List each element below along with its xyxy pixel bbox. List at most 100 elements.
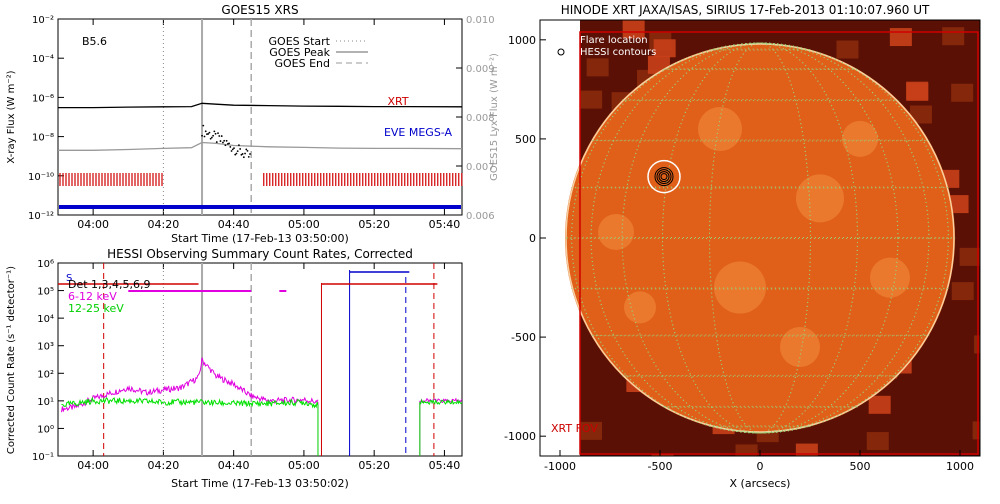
goes-data-point (207, 133, 210, 135)
xrt-image-tile (974, 335, 980, 354)
xrt-title: HINODE XRT JAXA/ISAS, SIRIUS 17-Feb-2013… (561, 3, 930, 17)
goes-y-tick-label: 10⁻⁴ (32, 54, 54, 65)
goes-data-point (222, 141, 224, 144)
xrt-y-tick-label: -500 (511, 331, 536, 344)
latitude-line (590, 334, 930, 337)
goes-data-point (236, 150, 239, 153)
goes-data-point (238, 144, 240, 147)
longitude-line (709, 42, 811, 434)
legend-flare-location: Flare location (580, 35, 648, 46)
latitude-line (709, 425, 811, 428)
hessi-x-tick-label: 04:40 (218, 459, 250, 472)
goes-y-tick-label: 10⁻² (32, 15, 54, 26)
solar-bright-region (842, 120, 878, 157)
goes-y-tick-label: 10⁻¹² (28, 211, 54, 222)
xrt-y-tick-label: 0 (529, 232, 536, 245)
longitude-line (571, 42, 949, 434)
goes-data-point (241, 153, 244, 155)
goes-data-point (217, 132, 219, 135)
goes-data-point (219, 140, 222, 142)
xrt-image-tile (959, 247, 980, 266)
goes-data-point (231, 148, 234, 151)
goes-data-point (214, 132, 217, 135)
goes-data-point (223, 139, 226, 142)
xrt-image-tile (795, 443, 818, 456)
goes-data-point (239, 148, 242, 150)
xrt-image-tile (735, 444, 758, 456)
goes-y-label: X-ray Flux (W m⁻²) (6, 70, 17, 163)
goes-data-point (224, 144, 227, 147)
xrt-x-tick-label: 0 (757, 460, 764, 473)
xrt-image-tile (906, 82, 929, 101)
solar-bright-region (796, 174, 844, 223)
goes-data-point (225, 139, 228, 142)
xrt-image-tile (580, 421, 602, 440)
goes-y-right-label: GOES15 Lyx Flux (W m⁻²) (489, 53, 500, 181)
hessi-s-label: S (66, 273, 72, 284)
goes-y-right-tick-label: 0.006 (466, 211, 495, 222)
xrt-x-tick-label: -500 (648, 460, 673, 473)
hessi-plot-area: 04:00 04:20 04:40 05:00 05:20 05:40 10⁶ 10⁵ 10⁴ 1… (32, 259, 463, 472)
latitude-line (590, 139, 930, 142)
hessi-y-tick-label: 10³ (37, 342, 54, 353)
goes-y-right-tick-label: 0.007 (466, 162, 495, 173)
xrt-y-tick-label: 1000 (508, 34, 536, 47)
xrt-panel: HINODE XRT JAXA/ISAS, SIRIUS 17-Feb-2013… (539, 3, 981, 490)
hessi-x-tick-label: 05:40 (429, 459, 461, 472)
hessi-y-tick-label: 10⁵ (37, 287, 54, 298)
hessi-series-line (419, 398, 463, 406)
xrt-image-tile (889, 28, 912, 47)
goes-data-point (218, 135, 221, 137)
hessi-series-line (61, 357, 319, 413)
goes-x-tick-label: 04:40 (218, 218, 250, 231)
legend-6-12-kev: 6-12 keV (68, 290, 117, 303)
hessi-plot-frame (57, 262, 463, 457)
goes-y-right-tick-label: 0.009 (466, 64, 495, 75)
xrt-y-tick-label: -1000 (504, 430, 536, 443)
flare-location-circle (647, 159, 681, 194)
latitude-line (571, 287, 949, 290)
goes-y-right-tick-label: 0.008 (466, 113, 495, 124)
goes-data-point (245, 148, 248, 151)
goes-series-line (58, 141, 463, 151)
xrt-image-tile (651, 453, 674, 456)
hessi-title: HESSI Observing Summary Count Rates, Cor… (107, 247, 413, 261)
goes-y-tick-label: 10⁻⁸ (32, 133, 54, 144)
goes-data-point (235, 152, 238, 155)
legend-detectors: Det 1,3,4,5,6,9 (68, 278, 151, 291)
goes-class-label: B5.6 (82, 35, 107, 48)
goes-x-tick-label: 04:00 (77, 218, 109, 231)
hessi-contour (660, 173, 668, 181)
annotation-xrt: XRT (387, 95, 408, 108)
latitude-line (621, 374, 899, 377)
goes-x-tick-label: 05:20 (358, 218, 390, 231)
goes-y-tick-label: 10⁻⁶ (32, 93, 54, 104)
xrt-x-tick-label: 1000 (946, 460, 974, 473)
latitude-line (709, 48, 811, 51)
hessi-y-tick-label: 10⁻¹ (32, 452, 54, 463)
goes-data-point (202, 124, 205, 127)
goes-data-point (220, 135, 223, 137)
legend-hessi-contours: HESSI contours (580, 47, 656, 58)
xrt-image-area (564, 20, 980, 456)
xrt-x-label: X (arcsecs) (730, 477, 791, 490)
xrt-fov-box (579, 31, 979, 455)
xrt-y-tick-label: 500 (515, 133, 536, 146)
legend-12-25-kev: 12-25 keV (68, 302, 124, 315)
xrt-image-tile (909, 105, 932, 124)
latitude-line (662, 405, 858, 408)
eve-coverage-bar (59, 205, 461, 209)
goes-x-tick-label: 04:20 (148, 218, 180, 231)
goes-data-point (204, 130, 207, 133)
legend-flare-marker (557, 48, 565, 56)
solar-bright-region (698, 107, 742, 151)
goes-data-point (209, 137, 212, 140)
hessi-contour (658, 171, 670, 183)
hessi-x-tick-label: 04:00 (77, 459, 109, 472)
goes-y-tick-label: 10⁻¹⁰ (28, 172, 54, 183)
latitude-line (564, 237, 956, 239)
goes-x-tick-label: 05:40 (429, 218, 461, 231)
latitude-line (662, 68, 858, 71)
solar-bright-region (870, 257, 910, 298)
